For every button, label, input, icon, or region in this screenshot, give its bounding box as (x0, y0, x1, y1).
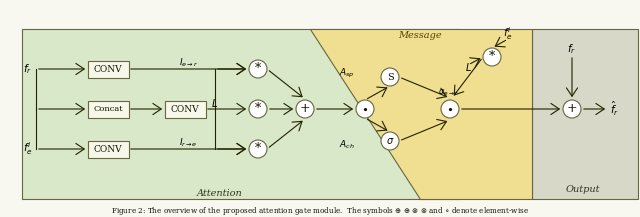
Circle shape (249, 100, 267, 118)
Circle shape (249, 140, 267, 158)
FancyBboxPatch shape (88, 100, 129, 117)
Polygon shape (310, 29, 532, 199)
Circle shape (381, 68, 399, 86)
Circle shape (296, 100, 314, 118)
Text: Concat: Concat (93, 105, 123, 113)
Text: $\bullet$: $\bullet$ (447, 104, 454, 114)
Circle shape (381, 132, 399, 150)
Circle shape (249, 60, 267, 78)
Text: Attention: Attention (197, 189, 243, 197)
Text: CONV: CONV (93, 145, 122, 153)
Text: $\hat{f}_r$: $\hat{f}_r$ (610, 100, 619, 118)
Circle shape (483, 48, 501, 66)
Text: $A_{ch}$: $A_{ch}$ (339, 139, 355, 151)
Text: *: * (255, 143, 261, 156)
Text: Message: Message (398, 31, 442, 39)
Text: $\alpha_{e\rightarrow r}$: $\alpha_{e\rightarrow r}$ (438, 88, 460, 98)
Text: $f_e^i$: $f_e^i$ (503, 26, 513, 42)
Text: $L$: $L$ (465, 61, 472, 73)
Text: $f_e^i$: $f_e^i$ (23, 141, 33, 157)
Text: Figure 2: The overview of the proposed attention gate module.  The symbols $\opl: Figure 2: The overview of the proposed a… (111, 205, 529, 217)
Text: $L$: $L$ (211, 97, 219, 109)
Text: $I_{r\rightarrow e}$: $I_{r\rightarrow e}$ (179, 137, 198, 149)
FancyBboxPatch shape (88, 140, 129, 158)
Text: Output: Output (566, 184, 600, 194)
Text: $I_{e\rightarrow r}$: $I_{e\rightarrow r}$ (179, 57, 198, 69)
Text: *: * (255, 102, 261, 115)
Text: CONV: CONV (93, 64, 122, 74)
Text: *: * (489, 51, 495, 64)
Text: $A_{sp}$: $A_{sp}$ (339, 66, 355, 80)
Text: $f_r$: $f_r$ (568, 42, 577, 56)
Text: CONV: CONV (171, 105, 199, 113)
Text: +: + (300, 102, 310, 115)
FancyBboxPatch shape (88, 61, 129, 77)
Text: $f_r$: $f_r$ (24, 62, 33, 76)
Text: S: S (387, 72, 394, 82)
Text: $\bullet$: $\bullet$ (362, 104, 369, 114)
FancyBboxPatch shape (532, 29, 638, 199)
Text: $\sigma$: $\sigma$ (386, 136, 394, 146)
Circle shape (563, 100, 581, 118)
Text: *: * (255, 62, 261, 76)
FancyBboxPatch shape (22, 29, 460, 199)
Circle shape (441, 100, 459, 118)
Circle shape (356, 100, 374, 118)
FancyBboxPatch shape (164, 100, 205, 117)
Text: +: + (566, 102, 577, 115)
